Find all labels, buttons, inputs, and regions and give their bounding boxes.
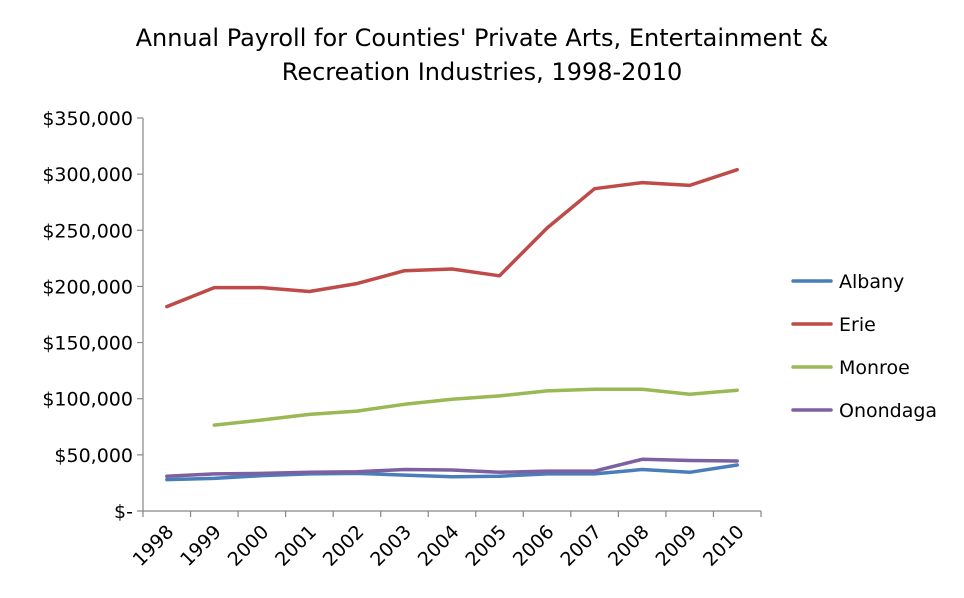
chart-title: Annual Payroll for Counties' Private Art… [136,24,829,86]
chart-title-line-2: Recreation Industries, 1998-2010 [282,58,683,86]
x-tick-label: 1998 [129,521,179,571]
series-lines [165,167,739,482]
y-tick-label: $350,000 [42,108,133,130]
legend-label-monroe: Monroe [839,357,910,379]
legend: Albany Erie Monroe Onondaga [791,271,937,422]
series-line-monroe [212,387,739,427]
series-line-albany [165,463,739,482]
x-tick-label: 1999 [176,521,226,571]
x-tick-label: 2004 [414,521,464,571]
series-line-erie [165,167,739,309]
y-tick-label: $100,000 [42,389,133,411]
y-tick-label: $150,000 [42,333,133,355]
x-tick-label: 2005 [461,521,511,571]
x-tick-label: 2007 [556,521,606,571]
legend-label-albany: Albany [839,271,904,293]
chart-title-line-1: Annual Payroll for Counties' Private Art… [136,24,829,52]
x-tick-label: 2001 [271,521,321,571]
x-tick-label: 2006 [509,521,559,571]
y-axis-ticks: $- $50,000 $100,000 $150,000 $200,000 $250,00… [42,108,143,523]
x-tick-label: 2009 [651,521,701,571]
y-tick-label: $300,000 [42,164,133,186]
y-tick-label: $250,000 [42,220,133,242]
y-tick-label: $50,000 [54,445,133,467]
x-tick-label: 2002 [319,521,369,571]
legend-label-onondaga: Onondaga [839,400,937,422]
x-axis-ticks: 1998199920002001200220032004200520062007… [129,511,762,571]
x-tick-label: 2003 [366,521,416,571]
y-tick-label: $200,000 [42,276,133,298]
series-line-onondaga [165,457,739,478]
x-tick-label: 2000 [224,521,274,571]
x-tick-label: 2008 [604,521,654,571]
legend-label-erie: Erie [839,314,876,336]
axes [142,118,761,512]
x-tick-label: 2010 [699,521,749,571]
y-tick-label: $- [114,501,133,523]
